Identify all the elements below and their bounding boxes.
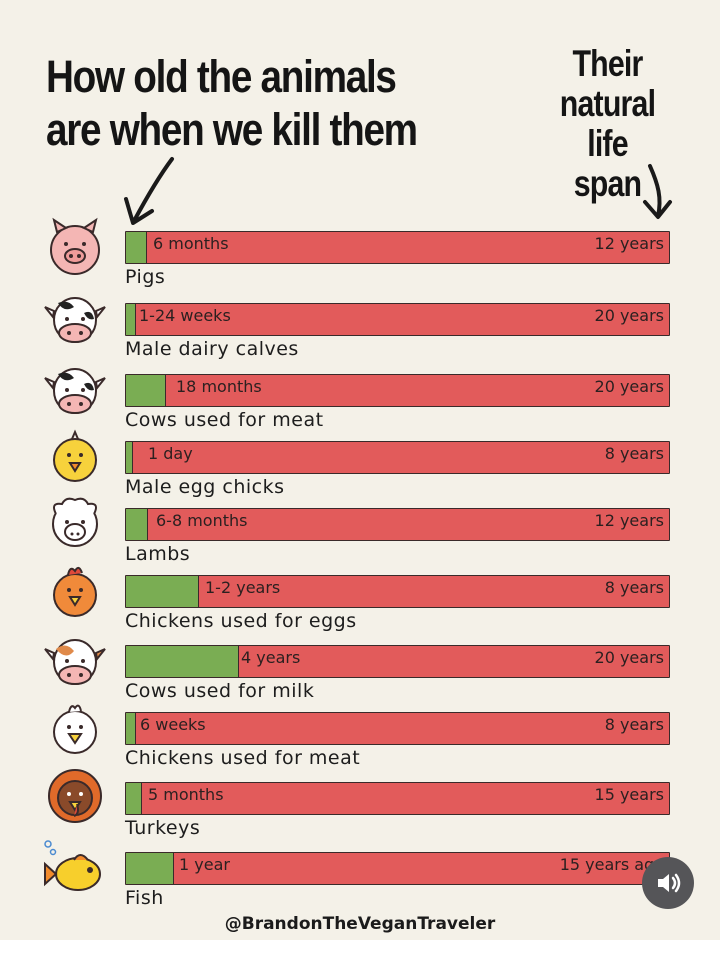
chart-row: 1-24 weeks 20 years Male dairy calves [0,297,720,373]
age-label: 1 day [148,444,193,463]
arrow-down-left-icon [124,157,174,225]
age-label: 18 months [176,377,262,396]
age-label: 4 years [241,648,301,667]
lifespan-bar: 6 weeks 8 years [125,712,670,745]
lifespan-value-label: 15 years ago [559,855,664,874]
lifespan-value-label: 20 years [594,306,664,325]
animal-label: Turkeys [125,817,201,839]
age-label: 6-8 months [156,511,248,530]
chart-row: 6-8 months 12 years Lambs [0,497,720,578]
lifespan-value-label: 8 years [604,444,664,463]
lifespan-bar: 5 months 15 years [125,782,670,815]
cow-icon [44,360,106,422]
lifespan-bar: 1-2 years 8 years [125,575,670,608]
chart-row: 1 day 8 years Male egg chicks [0,429,720,511]
animal-label: Cows used for meat [125,409,324,431]
speaker-icon [658,873,681,893]
age-label: 1-2 years [205,578,281,597]
infographic: How old the animals are when we kill the… [0,43,720,934]
chart-row: 18 months 20 years Cows used for meat [0,368,720,444]
chart-title: How old the animals are when we kill the… [46,51,418,155]
age-at-slaughter-bar [126,783,142,814]
animal-label: Lambs [125,543,191,565]
age-at-slaughter-bar [126,853,174,884]
age-at-slaughter-bar [126,304,136,335]
lifespan-value-label: 20 years [594,648,664,667]
chart-row: 6 weeks 8 years Chickens used for meat [0,704,720,782]
age-label: 5 months [148,785,224,804]
lifespan-bar: 18 months 20 years [125,374,670,407]
chart-row: 5 months 15 years Turkeys [0,769,720,852]
age-label: 6 weeks [140,715,206,734]
lifespan-bar: 6-8 months 12 years [125,508,670,541]
bottom-strip [0,940,720,965]
lifespan-column-label: Their natural life span [559,43,656,204]
arrow-down-right-icon [643,164,672,219]
age-at-slaughter-bar [126,576,199,607]
age-label: 6 months [153,234,229,253]
age-at-slaughter-bar [126,646,239,677]
lifespan-bar: 1-24 weeks 20 years [125,303,670,336]
age-label: 1-24 weeks [139,306,231,325]
lifespan-bar: 1 year 15 years ago [125,852,670,885]
age-at-slaughter-bar [126,509,148,540]
animal-label: Fish [125,887,164,909]
age-at-slaughter-bar [126,232,147,263]
lamb-icon [44,494,106,556]
age-at-slaughter-bar [126,713,136,744]
lifespan-value-label: 12 years [594,511,664,530]
age-at-slaughter-bar [126,442,133,473]
chart-row: 6 months 12 years Pigs [0,217,720,301]
animal-label: Pigs [125,266,166,288]
lifespan-value-label: 8 years [604,578,664,597]
lifespan-bar: 6 months 12 years [125,231,670,264]
chick-icon [44,427,106,489]
broiler-chicken-icon [44,698,106,760]
calf-icon [44,289,106,351]
lifespan-bar: 4 years 20 years [125,645,670,678]
lifespan-value-label: 15 years [594,785,664,804]
animal-label: Cows used for milk [125,680,315,702]
lifespan-value-label: 12 years [594,234,664,253]
pig-icon [44,217,106,279]
credit-handle: @BrandonTheVeganTraveler [224,914,496,934]
dairy-cow-icon [44,631,106,693]
hen-icon [44,561,106,623]
animal-label: Chickens used for meat [125,747,361,769]
lifespan-bar: 1 day 8 years [125,441,670,474]
fish-icon [44,838,106,900]
animal-label: Chickens used for eggs [125,610,357,632]
volume-button[interactable] [642,857,694,909]
lifespan-value-label: 20 years [594,377,664,396]
chart-row: 1-2 years 8 years Chickens used for eggs [0,567,720,645]
chart-row: 1 year 15 years ago Fish [0,840,720,922]
age-at-slaughter-bar [126,375,166,406]
lifespan-value-label: 8 years [604,715,664,734]
chart-row: 4 years 20 years Cows used for milk [0,639,720,715]
animal-label: Male dairy calves [125,338,299,360]
animal-label: Male egg chicks [125,476,285,498]
age-label: 1 year [179,855,230,874]
turkey-icon [44,768,106,830]
